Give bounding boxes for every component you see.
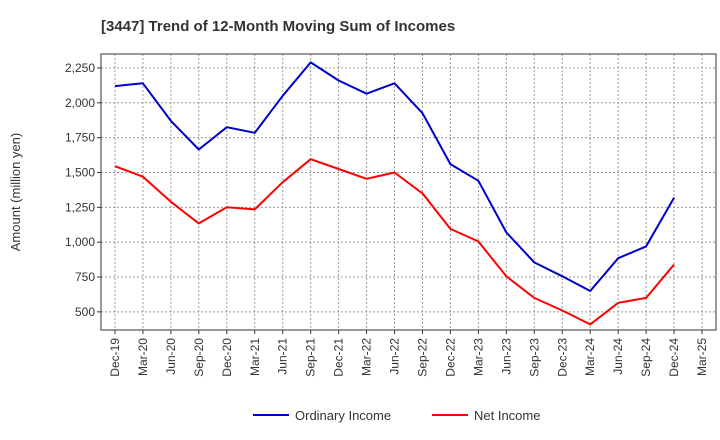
y-axis-ticks: 500 750 1,000 1,250 1,500 1,750 2,000 2,250 <box>65 61 101 319</box>
y-tick-label: 2,000 <box>65 96 95 110</box>
x-tick-label: Sep-20 <box>192 338 206 377</box>
legend-label: Net Income <box>474 408 540 423</box>
x-tick-label: Dec-24 <box>667 338 681 377</box>
x-tick-label: Sep-21 <box>304 338 318 377</box>
x-tick-label: Sep-23 <box>527 338 541 377</box>
x-tick-label: Dec-20 <box>220 338 234 377</box>
x-tick-label: Mar-23 <box>471 338 485 376</box>
y-tick-label: 1,000 <box>65 235 95 249</box>
x-tick-label: Dec-19 <box>108 338 122 377</box>
x-tick-label: Jun-23 <box>499 338 513 375</box>
x-tick-label: Sep-22 <box>415 338 429 377</box>
y-tick-label: 2,250 <box>65 61 95 75</box>
legend-label: Ordinary Income <box>295 408 391 423</box>
plot-frame <box>100 53 717 331</box>
x-tick-label: Jun-24 <box>611 338 625 375</box>
x-tick-label: Jun-21 <box>276 338 290 375</box>
legend: Ordinary Income Net Income <box>253 408 540 423</box>
x-tick-label: Jun-22 <box>388 338 402 375</box>
chart-title: [3447] Trend of 12-Month Moving Sum of I… <box>101 18 455 35</box>
x-tick-label: Mar-25 <box>695 338 709 376</box>
x-tick-label: Dec-22 <box>443 338 457 377</box>
y-axis-label: Amount (million yen) <box>8 133 23 252</box>
y-tick-label: 1,250 <box>65 200 95 214</box>
x-tick-label: Jun-20 <box>164 338 178 375</box>
series-lines <box>114 61 675 326</box>
y-tick-label: 750 <box>75 270 95 284</box>
x-axis-ticks: Dec-19 Mar-20 Jun-20 Sep-20 Dec-20 Mar-21 Jun-… <box>108 330 709 377</box>
y-tick-label: 500 <box>75 305 95 319</box>
x-tick-label: Mar-24 <box>583 338 597 376</box>
x-tick-label: Dec-21 <box>332 338 346 377</box>
series-line <box>114 61 675 292</box>
x-tick-label: Dec-23 <box>555 338 569 377</box>
y-tick-label: 1,500 <box>65 165 95 179</box>
x-tick-label: Mar-20 <box>136 338 150 376</box>
y-tick-label: 1,750 <box>65 131 95 145</box>
x-tick-label: Mar-22 <box>360 338 374 376</box>
grid <box>101 54 716 330</box>
series-line <box>114 158 675 326</box>
x-tick-label: Mar-21 <box>248 338 262 376</box>
x-tick-label: Sep-24 <box>639 338 653 377</box>
